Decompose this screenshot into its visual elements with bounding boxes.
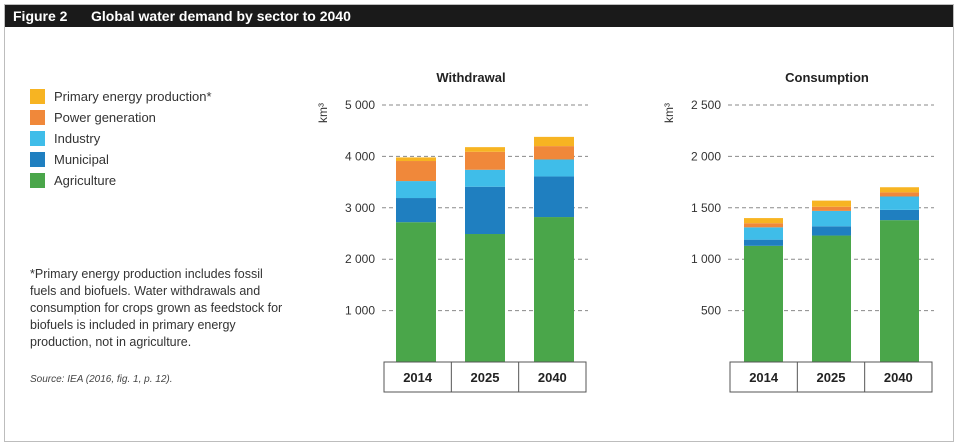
bar-segment [812,226,851,236]
figure-number: Figure 2 [13,8,68,24]
figure-title: Global water demand by sector to 2040 [91,8,351,24]
figure-title-bar: Figure 2 Global water demand by sector t… [5,5,953,27]
legend-swatch [30,89,45,104]
legend: Primary energy production* Power generat… [30,86,212,191]
bar-segment [744,245,783,362]
legend-label: Municipal [54,152,109,167]
legend-item: Municipal [30,149,212,170]
bar-segment [812,210,851,227]
x-tick-label: 2040 [538,370,567,385]
bar-segment [396,181,436,199]
legend-label: Power generation [54,110,156,125]
bar-segment [396,222,436,362]
bar-segment [534,159,574,177]
bar-segment [812,235,851,362]
legend-swatch [30,131,45,146]
bar-segment [744,218,783,224]
y-axis-label: km³ [316,103,330,123]
legend-swatch [30,152,45,167]
legend-swatch [30,110,45,125]
bar-segment [465,151,505,170]
x-tick-label: 2040 [884,370,913,385]
y-tick-label: 1 000 [691,252,721,266]
bar-segment [396,198,436,223]
bar-segment [396,157,436,162]
bar-segment [880,187,919,193]
x-tick-label: 2014 [403,370,433,385]
y-tick-label: 1 500 [691,201,721,215]
bar-segment [880,209,919,221]
y-tick-label: 4 000 [345,149,375,163]
bar-segment [534,176,574,218]
bar-segment [812,200,851,207]
bar-segment [534,136,574,147]
bar-segment [744,239,783,246]
bar-segment [396,161,436,182]
bar-segment [534,146,574,160]
bar-segment [465,186,505,235]
y-tick-label: 5 000 [345,98,375,112]
legend-swatch [30,173,45,188]
bar-segment [880,192,919,197]
legend-label: Industry [54,131,101,146]
bar-segment [465,234,505,362]
x-tick-label: 2025 [817,370,846,385]
bar-segment [534,217,574,362]
legend-item: Primary energy production* [30,86,212,107]
category-axis-box [383,361,587,393]
legend-item: Agriculture [30,170,212,191]
bar-segment [465,147,505,152]
bar-segment [880,220,919,362]
y-tick-label: 500 [701,304,721,318]
legend-item: Industry [30,128,212,149]
chart-title: Consumption [785,70,869,85]
legend-label: Agriculture [54,173,117,188]
x-tick-label: 2025 [471,370,500,385]
bar-segment [465,169,505,187]
y-tick-label: 2 000 [691,149,721,163]
legend-label: Primary energy production* [54,89,212,104]
bar-segment [744,223,783,228]
x-tick-label: 2014 [749,370,779,385]
bar-segment [812,206,851,211]
bar-segment [744,227,783,240]
y-tick-label: 2 000 [345,252,375,266]
source-note: Source: IEA (2016, fig. 1, p. 12). [30,374,173,385]
y-tick-label: 1 000 [345,304,375,318]
y-tick-label: 3 000 [345,201,375,215]
y-axis-label: km³ [662,103,676,123]
bar-segment [880,196,919,210]
legend-item: Power generation [30,107,212,128]
y-tick-label: 2 500 [691,98,721,112]
chart-title: Withdrawal [436,70,505,85]
footnote: *Primary energy production includes foss… [30,267,283,349]
category-axis-box [729,361,933,393]
